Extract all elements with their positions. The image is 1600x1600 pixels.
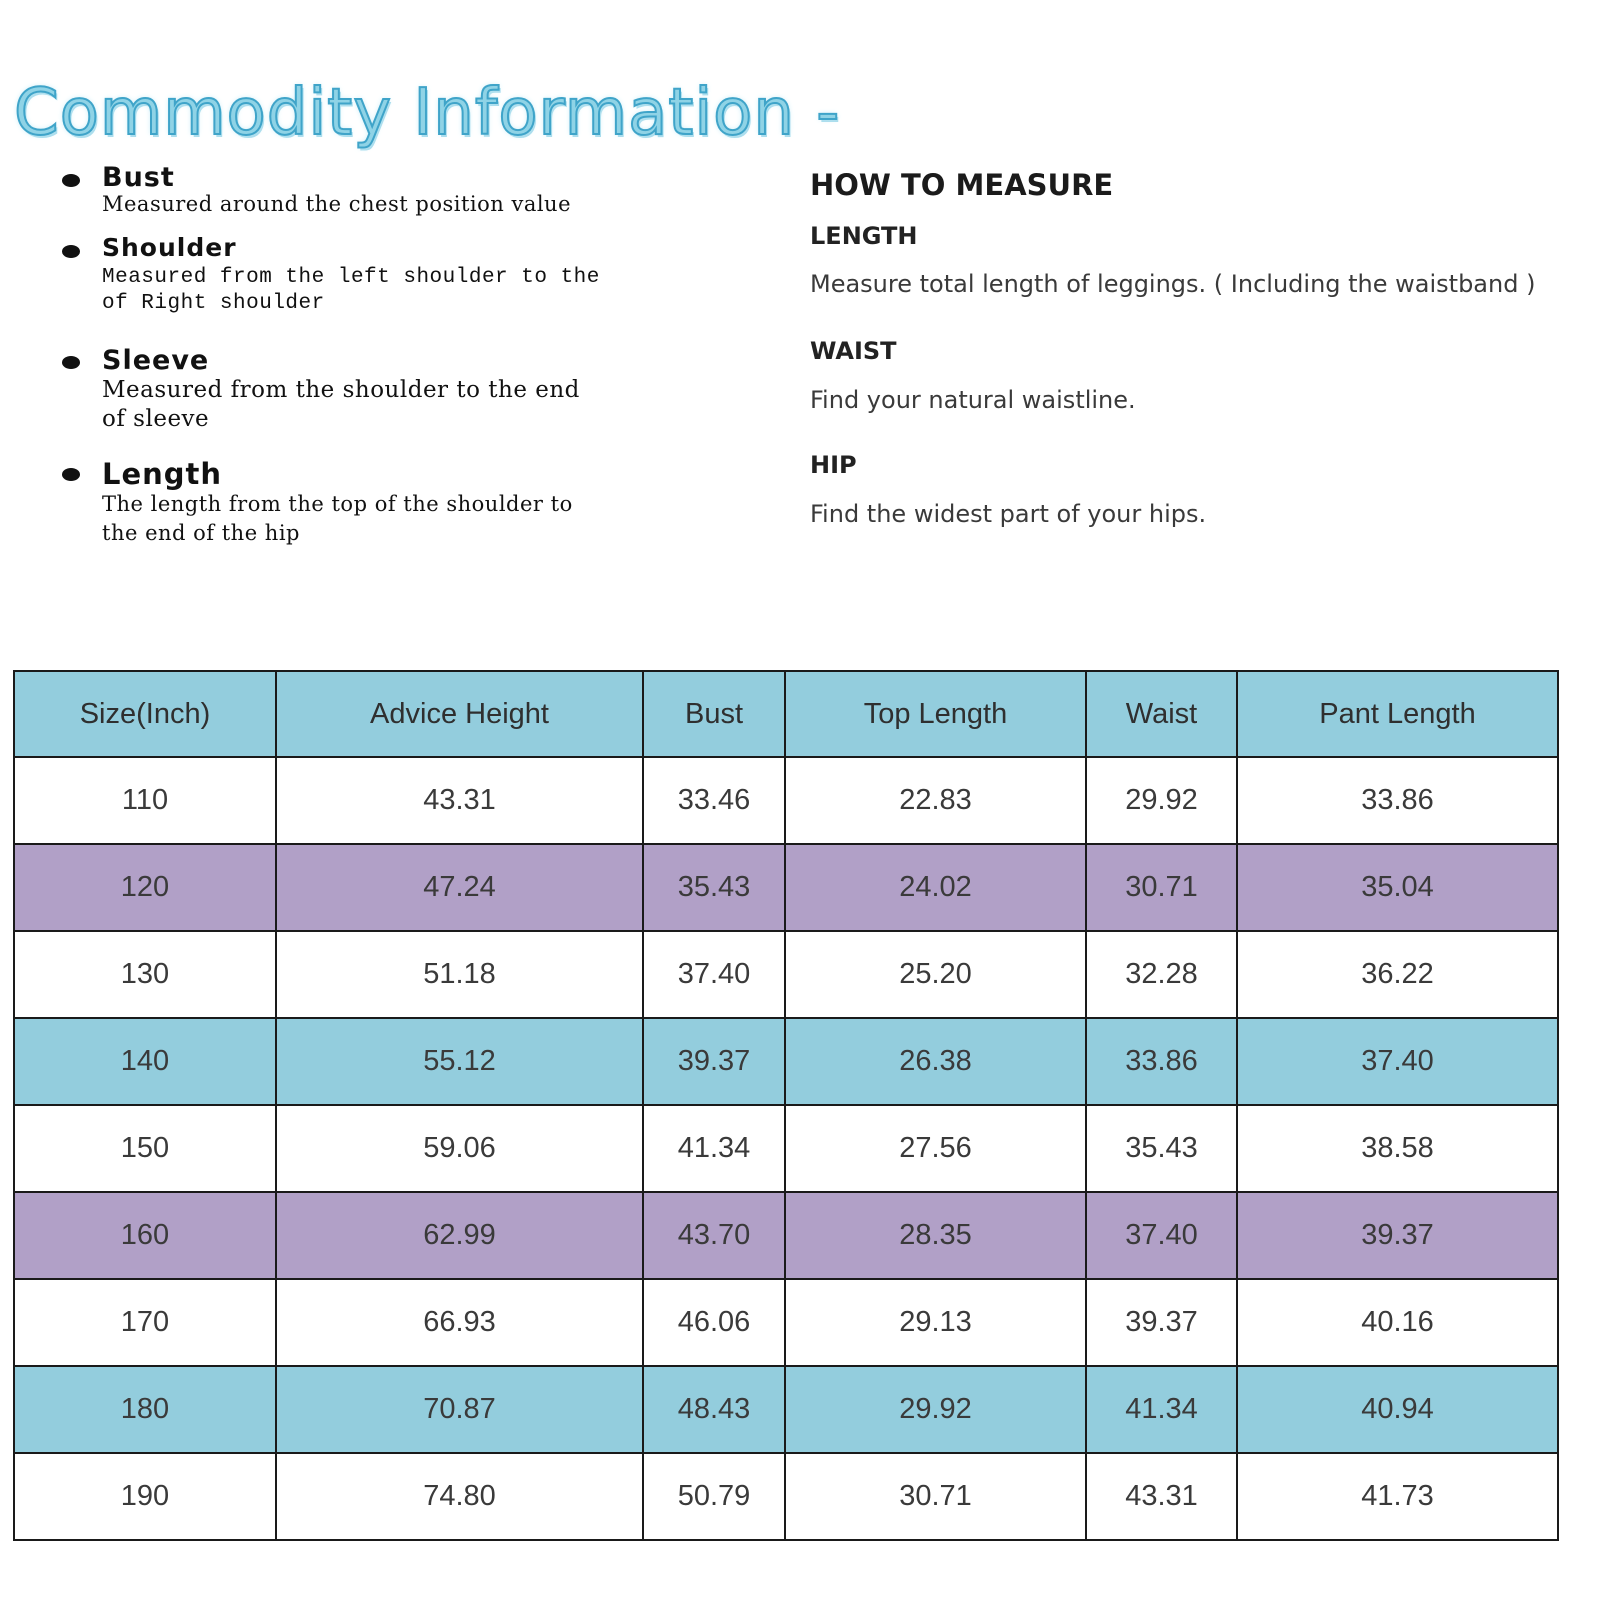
table-cell: 24.02 <box>784 843 1087 932</box>
table-cell: 39.37 <box>642 1017 786 1106</box>
table-cell: 39.37 <box>1236 1191 1559 1280</box>
measure-text-hip: Find the widest part of your hips. <box>810 500 1207 528</box>
table-cell: 140 <box>13 1017 277 1106</box>
table-row: 190 74.80 50.79 30.71 43.31 41.73 <box>13 1452 1559 1541</box>
how-to-measure-title: HOW TO MEASURE <box>810 168 1114 202</box>
table-cell: 32.28 <box>1085 930 1238 1019</box>
definition-desc-line1: Measured from the shoulder to the end <box>102 377 580 403</box>
table-cell: 47.24 <box>275 843 644 932</box>
table-cell: 43.31 <box>275 756 644 845</box>
table-cell: 62.99 <box>275 1191 644 1280</box>
table-cell: 50.79 <box>642 1452 786 1541</box>
table-row: 120 47.24 35.43 24.02 30.71 35.04 <box>13 843 1559 932</box>
table-cell: 39.37 <box>1085 1278 1238 1367</box>
table-cell: 43.70 <box>642 1191 786 1280</box>
header-pant-length: Pant Length <box>1236 670 1559 758</box>
table-cell: 41.34 <box>642 1104 786 1193</box>
definition-desc-line2: of Right shoulder <box>102 292 325 315</box>
table-cell: 59.06 <box>275 1104 644 1193</box>
table-cell: 37.40 <box>1085 1191 1238 1280</box>
table-cell: 150 <box>13 1104 277 1193</box>
table-cell: 66.93 <box>275 1278 644 1367</box>
table-cell: 37.40 <box>1236 1017 1559 1106</box>
definition-desc-line2: of sleeve <box>102 406 210 432</box>
table-cell: 51.18 <box>275 930 644 1019</box>
table-cell: 33.46 <box>642 756 786 845</box>
size-chart-table: Size(Inch) Advice Height Bust Top Length… <box>13 670 1559 1541</box>
definition-name: Bust <box>102 162 175 193</box>
page-title: Commodity Information - <box>13 75 841 151</box>
table-cell: 29.92 <box>1085 756 1238 845</box>
table-cell: 70.87 <box>275 1365 644 1454</box>
measure-heading-waist: WAIST <box>810 337 897 365</box>
bullet-icon <box>62 245 80 258</box>
table-cell: 26.38 <box>784 1017 1087 1106</box>
table-cell: 37.40 <box>642 930 786 1019</box>
table-cell: 170 <box>13 1278 277 1367</box>
table-cell: 33.86 <box>1236 756 1559 845</box>
measure-text-length: Measure total length of leggings. ( Incl… <box>810 270 1536 298</box>
definition-name: Length <box>102 457 223 491</box>
table-cell: 36.22 <box>1236 930 1559 1019</box>
table-cell: 46.06 <box>642 1278 786 1367</box>
table-cell: 38.58 <box>1236 1104 1559 1193</box>
definition-desc-line1: Measured from the left shoulder to the <box>102 266 600 289</box>
table-cell: 40.94 <box>1236 1365 1559 1454</box>
bullet-icon <box>62 468 80 481</box>
table-cell: 29.13 <box>784 1278 1087 1367</box>
bullet-icon <box>62 174 80 187</box>
table-cell: 25.20 <box>784 930 1087 1019</box>
definition-desc: Measured around the chest position value <box>102 192 572 216</box>
table-cell: 28.35 <box>784 1191 1087 1280</box>
table-cell: 35.43 <box>642 843 786 932</box>
table-cell: 110 <box>13 756 277 845</box>
table-cell: 40.16 <box>1236 1278 1559 1367</box>
table-row: 140 55.12 39.37 26.38 33.86 37.40 <box>13 1017 1559 1106</box>
bullet-icon <box>62 356 80 369</box>
table-row: 150 59.06 41.34 27.56 35.43 38.58 <box>13 1104 1559 1193</box>
definition-desc-line2: the end of the hip <box>102 521 300 545</box>
table-cell: 48.43 <box>642 1365 786 1454</box>
table-cell: 30.71 <box>1085 843 1238 932</box>
table-cell: 180 <box>13 1365 277 1454</box>
measure-heading-hip: HIP <box>810 451 857 479</box>
table-cell: 43.31 <box>1085 1452 1238 1541</box>
table-cell: 160 <box>13 1191 277 1280</box>
table-cell: 74.80 <box>275 1452 644 1541</box>
table-row: 170 66.93 46.06 29.13 39.37 40.16 <box>13 1278 1559 1367</box>
measure-text-waist: Find your natural waistline. <box>810 386 1136 414</box>
table-cell: 33.86 <box>1085 1017 1238 1106</box>
table-header-row: Size(Inch) Advice Height Bust Top Length… <box>13 670 1559 758</box>
table-row: 130 51.18 37.40 25.20 32.28 36.22 <box>13 930 1559 1019</box>
header-advice-height: Advice Height <box>275 670 644 758</box>
table-cell: 41.73 <box>1236 1452 1559 1541</box>
header-waist: Waist <box>1085 670 1238 758</box>
table-row: 110 43.31 33.46 22.83 29.92 33.86 <box>13 756 1559 845</box>
table-cell: 41.34 <box>1085 1365 1238 1454</box>
table-cell: 55.12 <box>275 1017 644 1106</box>
table-row: 160 62.99 43.70 28.35 37.40 39.37 <box>13 1191 1559 1280</box>
definition-name: Sleeve <box>102 345 210 376</box>
table-cell: 22.83 <box>784 756 1087 845</box>
table-cell: 30.71 <box>784 1452 1087 1541</box>
table-body: 110 43.31 33.46 22.83 29.92 33.86 120 47.24 35.4… <box>13 756 1559 1541</box>
table-cell: 27.56 <box>784 1104 1087 1193</box>
table-cell: 190 <box>13 1452 277 1541</box>
header-size: Size(Inch) <box>13 670 277 758</box>
definition-name: Shoulder <box>102 233 237 262</box>
table-row: 180 70.87 48.43 29.92 41.34 40.94 <box>13 1365 1559 1454</box>
definition-desc-line1: The length from the top of the shoulder … <box>102 492 573 516</box>
table-cell: 29.92 <box>784 1365 1087 1454</box>
table-cell: 35.04 <box>1236 843 1559 932</box>
header-top-length: Top Length <box>784 670 1087 758</box>
header-bust: Bust <box>642 670 786 758</box>
table-cell: 35.43 <box>1085 1104 1238 1193</box>
table-cell: 120 <box>13 843 277 932</box>
table-cell: 130 <box>13 930 277 1019</box>
measure-heading-length: LENGTH <box>810 222 918 250</box>
